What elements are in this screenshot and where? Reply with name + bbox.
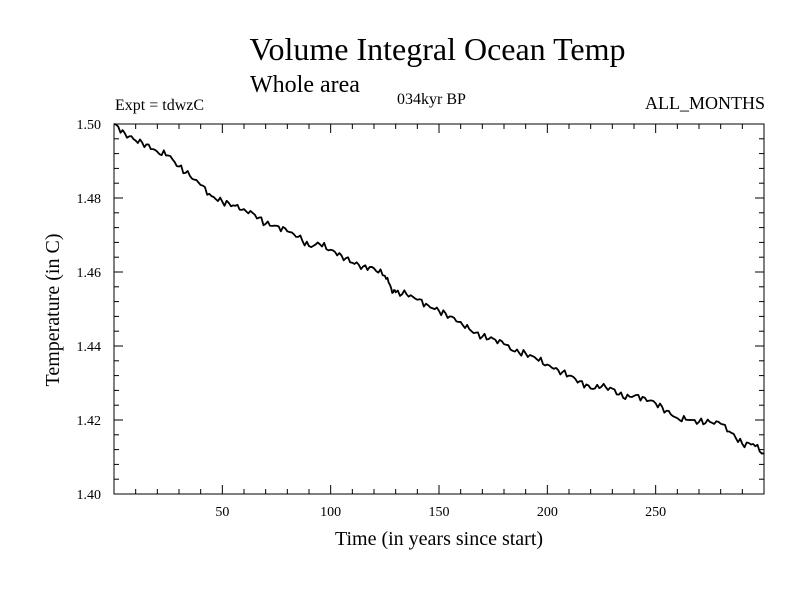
y-tick-label: 1.40	[77, 488, 102, 503]
experiment-label: Expt = tdwzC	[115, 97, 205, 114]
x-tick-label: 50	[215, 505, 229, 520]
y-tick-label: 1.46	[77, 266, 102, 281]
axis-ticks	[114, 124, 764, 494]
chart-title: Volume Integral Ocean Temp	[249, 31, 626, 67]
series-layer	[113, 123, 765, 455]
x-tick-label: 200	[537, 505, 558, 520]
period-label: 034kyr BP	[397, 91, 466, 108]
plot-frame	[113, 123, 765, 495]
series-line-0	[113, 123, 765, 455]
y-tick-label: 1.50	[77, 118, 102, 133]
y-tick-label: 1.44	[77, 340, 102, 355]
axis-tick-labels: 50 100 150 200 250 1.40 1.42 1.44 1.46 1.48 1.50	[77, 118, 667, 520]
chart-subtitle: Whole area	[250, 72, 360, 98]
x-tick-label: 250	[645, 505, 666, 520]
x-tick-label: 150	[429, 505, 450, 520]
x-axis-label: Time (in years since start)	[334, 528, 544, 550]
y-tick-label: 1.42	[77, 414, 102, 429]
months-label: ALL_MONTHS	[645, 93, 765, 113]
x-tick-label: 100	[320, 505, 341, 520]
y-tick-label: 1.48	[77, 192, 102, 207]
